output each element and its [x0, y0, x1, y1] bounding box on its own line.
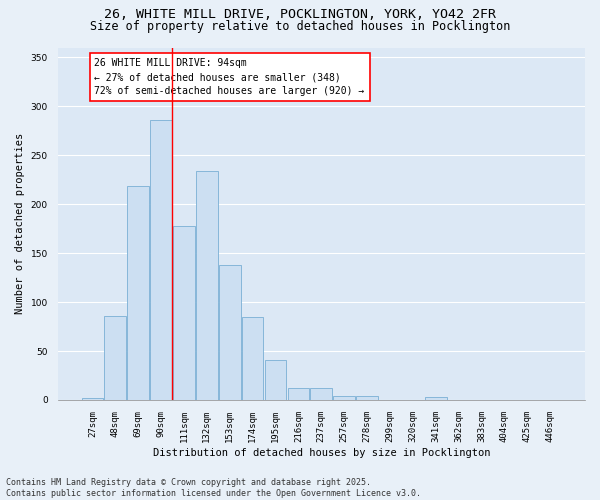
Bar — [196, 171, 218, 400]
Bar — [425, 397, 446, 400]
X-axis label: Distribution of detached houses by size in Pocklington: Distribution of detached houses by size … — [152, 448, 490, 458]
Bar — [287, 388, 309, 400]
Bar — [173, 226, 195, 400]
Y-axis label: Number of detached properties: Number of detached properties — [15, 133, 25, 314]
Text: Contains HM Land Registry data © Crown copyright and database right 2025.
Contai: Contains HM Land Registry data © Crown c… — [6, 478, 421, 498]
Bar — [150, 120, 172, 400]
Text: 26, WHITE MILL DRIVE, POCKLINGTON, YORK, YO42 2FR: 26, WHITE MILL DRIVE, POCKLINGTON, YORK,… — [104, 8, 496, 20]
Bar — [219, 265, 241, 400]
Text: Size of property relative to detached houses in Pocklington: Size of property relative to detached ho… — [90, 20, 510, 33]
Bar — [333, 396, 355, 400]
Bar — [104, 316, 126, 400]
Text: 26 WHITE MILL DRIVE: 94sqm
← 27% of detached houses are smaller (348)
72% of sem: 26 WHITE MILL DRIVE: 94sqm ← 27% of deta… — [94, 58, 365, 96]
Bar — [242, 316, 263, 400]
Bar — [127, 186, 149, 400]
Bar — [265, 360, 286, 400]
Bar — [82, 398, 103, 400]
Bar — [356, 396, 378, 400]
Bar — [310, 388, 332, 400]
